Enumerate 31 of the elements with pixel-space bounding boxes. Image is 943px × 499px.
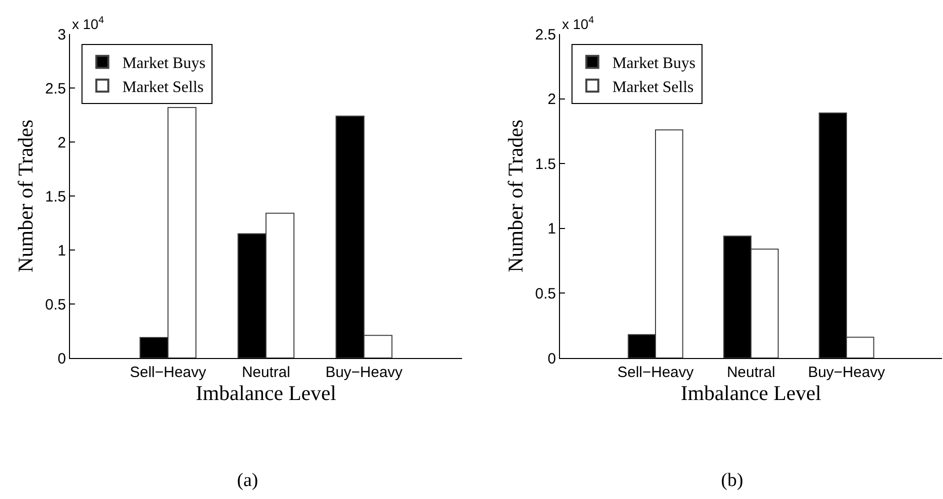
x-tick-label: Sell−Heavy bbox=[617, 364, 694, 381]
legend-label: Market Buys bbox=[122, 55, 206, 72]
y-tick-label: 2.5 bbox=[45, 80, 66, 98]
y-tick-label: 2.5 bbox=[535, 26, 556, 44]
y-tick-label: 1.5 bbox=[535, 156, 556, 173]
y-tick-label: 0 bbox=[548, 350, 556, 368]
text: (b) bbox=[721, 470, 744, 491]
y-axis-title: Number of Trades bbox=[503, 120, 528, 272]
legend-label: Market Sells bbox=[122, 78, 204, 96]
x-axis-title: Imbalance Level bbox=[680, 381, 822, 405]
y-tick-label: 0.5 bbox=[535, 285, 556, 302]
y-axis-title: Number of Trades bbox=[13, 120, 38, 272]
text: x 10$^{4}$ bbox=[562, 15, 594, 32]
text: (a) bbox=[237, 470, 258, 491]
y-tick-label: 2 bbox=[58, 134, 66, 152]
x-tick-label: Buy−Heavy bbox=[808, 364, 886, 381]
text: x 10$^{4}$ bbox=[72, 15, 104, 32]
legend-label: Market Sells bbox=[612, 78, 694, 96]
y-tick-label: 2 bbox=[548, 91, 556, 108]
x-axis-title: Imbalance Level bbox=[196, 381, 336, 405]
y-tick-label: 0.5 bbox=[45, 296, 66, 314]
legend-label: Market Buys bbox=[612, 55, 696, 72]
y-tick-label: 3 bbox=[58, 26, 66, 44]
y-tick-label: 0 bbox=[58, 350, 66, 368]
y-tick-label: 1.5 bbox=[45, 188, 66, 206]
x-tick-label: Buy−Heavy bbox=[325, 364, 404, 381]
x-tick-label: Neutral bbox=[242, 364, 290, 381]
y-tick-label: 1 bbox=[548, 220, 556, 238]
x-tick-label: Sell−Heavy bbox=[130, 364, 207, 381]
y-tick-label: 1 bbox=[58, 242, 66, 260]
x-tick-label: Neutral bbox=[726, 364, 776, 381]
